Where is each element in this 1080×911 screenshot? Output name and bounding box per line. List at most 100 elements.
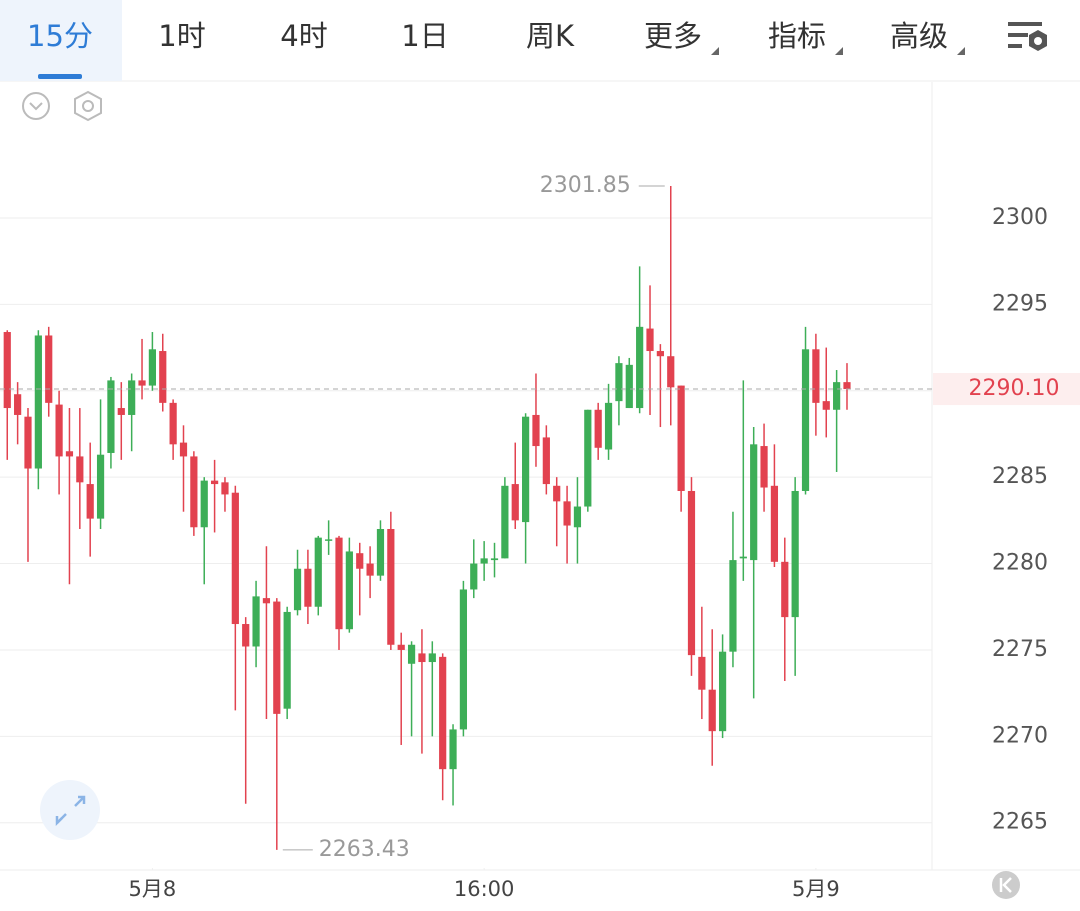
candle-body bbox=[573, 506, 582, 528]
candle-body bbox=[791, 490, 799, 618]
tab[interactable]: 更多 bbox=[644, 19, 702, 53]
candle-body bbox=[45, 335, 53, 403]
y-tick-label: 2295 bbox=[992, 291, 1048, 316]
candle-body bbox=[231, 492, 239, 625]
candle-body bbox=[169, 402, 177, 445]
candle-body bbox=[636, 326, 644, 409]
y-tick-label: 2270 bbox=[992, 723, 1048, 748]
x-tick-label: 16:00 bbox=[454, 877, 515, 901]
candle-body bbox=[397, 644, 405, 650]
tab[interactable]: 1时 bbox=[158, 19, 205, 53]
candle-body bbox=[210, 480, 219, 485]
candle-body bbox=[55, 404, 63, 457]
candle-body bbox=[273, 601, 281, 714]
selected-tab-bg bbox=[0, 0, 122, 81]
candle-body bbox=[511, 484, 519, 521]
candle-body bbox=[490, 558, 499, 561]
tab[interactable]: 高级 bbox=[890, 19, 948, 53]
candle-body bbox=[96, 454, 105, 519]
candle-body bbox=[345, 551, 353, 630]
candle-body bbox=[542, 437, 550, 485]
candle-body bbox=[356, 553, 364, 569]
candle-body bbox=[159, 351, 167, 403]
tab[interactable]: 15分 bbox=[27, 19, 93, 53]
tab[interactable]: 周K bbox=[526, 19, 575, 53]
plot: 226522702275228022852290229523005月816:00… bbox=[0, 173, 1080, 901]
tab[interactable]: 1日 bbox=[401, 19, 448, 53]
candle-body bbox=[687, 490, 696, 656]
candle-body bbox=[501, 485, 509, 559]
candle-body bbox=[262, 598, 271, 604]
low-label: 2263.43 bbox=[319, 837, 410, 862]
candle-body bbox=[366, 563, 374, 576]
y-tick-label: 2265 bbox=[992, 810, 1048, 835]
candle-body bbox=[563, 501, 571, 526]
collapse-icon[interactable] bbox=[22, 92, 50, 120]
candle-body bbox=[677, 385, 685, 491]
candle-body bbox=[304, 568, 312, 607]
y-tick-label: 2285 bbox=[992, 464, 1048, 489]
candle-body bbox=[117, 408, 125, 415]
candle-body bbox=[625, 364, 633, 409]
candle-body bbox=[760, 446, 768, 488]
candle-body bbox=[656, 351, 664, 357]
candle-body bbox=[594, 409, 602, 448]
candle-body bbox=[314, 537, 322, 607]
candle-body bbox=[822, 401, 830, 410]
settings-hex-icon[interactable] bbox=[74, 90, 102, 122]
y-tick-label: 2280 bbox=[992, 551, 1048, 576]
x-tick-label: 5月9 bbox=[792, 877, 840, 901]
y-tick-label: 2275 bbox=[992, 637, 1048, 662]
candle-body bbox=[65, 451, 74, 457]
candle-body bbox=[470, 563, 478, 590]
candle-body bbox=[14, 394, 22, 415]
candle-body bbox=[325, 539, 333, 541]
candle-body bbox=[532, 414, 540, 447]
candle-body bbox=[407, 644, 416, 664]
candle-body bbox=[553, 485, 561, 502]
dropdown-arrow bbox=[835, 47, 843, 55]
candle-body bbox=[387, 528, 395, 645]
settings-icon[interactable] bbox=[1008, 22, 1047, 51]
high-label: 2301.85 bbox=[540, 173, 631, 198]
candle-body bbox=[615, 363, 623, 402]
candle-body bbox=[128, 380, 136, 415]
candle-body bbox=[522, 416, 530, 523]
expand-button[interactable] bbox=[40, 780, 100, 840]
candle-body bbox=[242, 624, 250, 647]
candle-body bbox=[179, 442, 188, 457]
x-tick-label: 5月8 bbox=[129, 877, 177, 901]
candle-body bbox=[283, 611, 291, 709]
candle-body bbox=[418, 653, 426, 663]
tab-bar: 15分 1时 4时 1日 周K 更多 指标 高级 bbox=[0, 0, 1080, 82]
candle-body bbox=[252, 596, 260, 647]
y-tick-label: 2300 bbox=[992, 205, 1048, 230]
candle-body bbox=[449, 729, 457, 770]
tab[interactable]: 指标 bbox=[768, 19, 826, 53]
candle-body bbox=[718, 651, 727, 732]
candle-body bbox=[812, 349, 820, 403]
candle-body bbox=[604, 402, 613, 450]
candle-body bbox=[770, 485, 779, 562]
candle-body bbox=[729, 560, 737, 652]
candle-body bbox=[148, 349, 156, 386]
candle-body bbox=[200, 480, 208, 528]
candle-body bbox=[459, 589, 468, 730]
candle-body bbox=[335, 537, 343, 630]
candle-body bbox=[708, 689, 716, 732]
candle-body bbox=[750, 444, 758, 561]
selected-tab-indicator bbox=[38, 74, 82, 79]
candle-body bbox=[646, 328, 654, 352]
back-to-latest-button[interactable] bbox=[992, 871, 1020, 899]
dropdown-arrow bbox=[711, 47, 719, 55]
candle-body bbox=[698, 656, 706, 690]
candle-body bbox=[34, 335, 42, 469]
candle-body bbox=[833, 382, 841, 410]
candle-body bbox=[86, 484, 94, 519]
candle-body bbox=[843, 382, 851, 390]
candle-body bbox=[739, 556, 747, 559]
candle-body bbox=[76, 456, 84, 483]
candle-body bbox=[107, 380, 115, 453]
tab[interactable]: 4时 bbox=[280, 19, 327, 53]
candle-body bbox=[293, 568, 302, 611]
